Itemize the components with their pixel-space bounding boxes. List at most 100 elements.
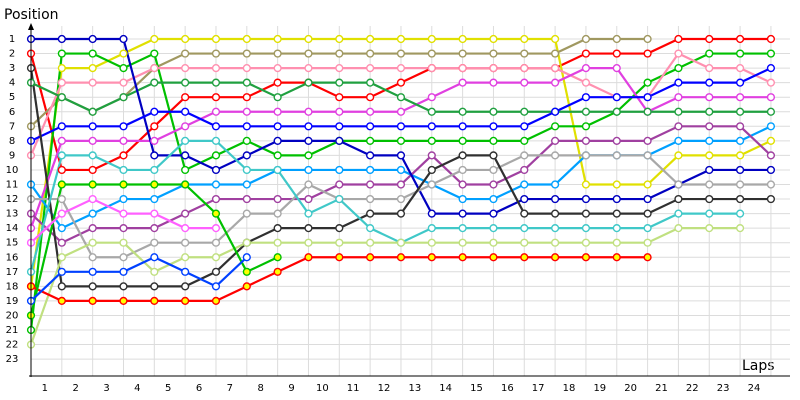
x-tick-label: 16 — [501, 383, 514, 394]
marker — [211, 151, 221, 160]
marker — [427, 34, 436, 44]
marker — [119, 165, 128, 175]
marker — [612, 238, 621, 247]
marker — [489, 165, 498, 175]
marker — [181, 296, 190, 306]
x-tick-label: 14 — [439, 383, 452, 394]
marker — [551, 151, 560, 160]
marker — [150, 224, 159, 233]
marker — [674, 151, 683, 160]
marker — [150, 136, 159, 145]
series-line — [29, 227, 741, 345]
y-tick-label: 21 — [6, 325, 19, 336]
marker — [396, 180, 406, 189]
marker — [366, 194, 375, 204]
marker — [612, 93, 621, 102]
marker — [643, 136, 652, 145]
marker — [273, 34, 282, 44]
marker — [520, 194, 529, 204]
marker — [520, 49, 529, 58]
marker — [520, 180, 529, 189]
marker — [643, 180, 652, 189]
marker — [674, 136, 683, 145]
y-tick-label: 14 — [6, 223, 19, 234]
y-tick-label: 18 — [6, 281, 19, 292]
marker — [273, 194, 282, 204]
marker — [674, 122, 683, 131]
marker — [119, 34, 128, 44]
marker — [396, 49, 406, 58]
marker — [150, 194, 159, 204]
marker — [88, 122, 97, 131]
marker — [458, 194, 467, 204]
y-tick-label: 2 — [9, 49, 15, 60]
marker — [335, 180, 344, 189]
marker — [88, 165, 97, 175]
marker — [242, 151, 251, 160]
marker — [88, 151, 97, 160]
marker — [520, 107, 529, 116]
marker — [735, 224, 745, 233]
marker — [612, 151, 621, 160]
marker — [88, 194, 97, 204]
marker — [427, 238, 436, 247]
marker — [57, 180, 66, 189]
marker — [458, 49, 467, 58]
marker — [643, 194, 652, 204]
marker — [766, 93, 776, 102]
marker — [150, 209, 159, 218]
marker — [273, 63, 282, 73]
marker — [551, 78, 560, 87]
y-axis-title: Position — [4, 7, 59, 23]
marker — [581, 93, 591, 102]
x-tick-label: 17 — [532, 383, 545, 394]
marker — [551, 224, 560, 233]
marker — [88, 180, 97, 189]
x-tick-label: 9 — [288, 383, 294, 394]
marker — [211, 194, 221, 204]
marker — [119, 78, 128, 87]
marker — [181, 136, 190, 145]
marker — [705, 209, 714, 218]
marker — [551, 238, 560, 247]
marker — [674, 180, 683, 189]
marker — [181, 209, 190, 218]
marker — [119, 296, 128, 306]
marker — [674, 194, 683, 204]
marker — [150, 296, 159, 306]
marker — [181, 49, 190, 58]
y-tick-label: 6 — [9, 107, 15, 118]
marker — [674, 78, 683, 87]
marker — [735, 93, 745, 102]
marker — [211, 296, 221, 306]
marker — [612, 209, 621, 218]
y-tick-label: 15 — [6, 238, 19, 249]
marker — [304, 180, 313, 189]
marker — [119, 93, 128, 102]
marker — [273, 49, 282, 58]
marker — [581, 78, 591, 87]
marker — [674, 107, 683, 116]
marker — [520, 78, 529, 87]
marker — [242, 122, 251, 131]
marker — [766, 165, 776, 175]
y-tick-label: 16 — [6, 252, 19, 263]
marker — [88, 224, 97, 233]
marker — [674, 34, 683, 44]
marker — [242, 282, 251, 291]
marker — [335, 49, 344, 58]
marker — [427, 151, 436, 160]
marker — [119, 238, 128, 247]
y-tick-label: 1 — [9, 34, 15, 45]
marker — [88, 267, 97, 276]
marker — [88, 107, 97, 116]
marker — [396, 209, 406, 218]
marker — [427, 180, 436, 189]
marker — [705, 93, 714, 102]
marker — [335, 136, 344, 145]
marker — [705, 63, 714, 73]
marker — [427, 209, 436, 218]
marker — [396, 122, 406, 131]
marker — [489, 194, 498, 204]
